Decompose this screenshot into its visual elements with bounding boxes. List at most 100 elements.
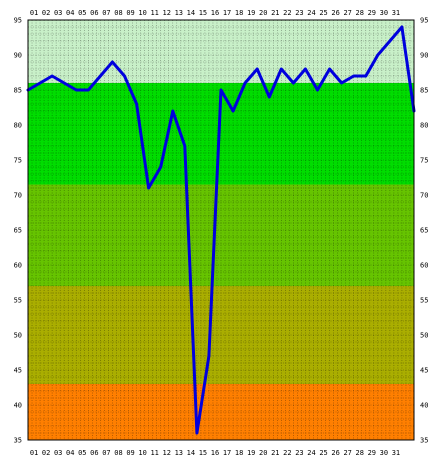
data-point (207, 354, 211, 358)
y-tick-label: 80 (14, 122, 22, 130)
x-tick-label: 27 (343, 449, 351, 457)
data-point (340, 81, 343, 85)
x-tick-label: 11 (150, 449, 158, 457)
y-tick-label: 35 (14, 437, 22, 445)
y-tick-label: 75 (420, 157, 428, 165)
y-tick-label: 70 (420, 192, 428, 200)
data-point (388, 39, 392, 43)
y-tick-label: 75 (14, 157, 22, 165)
x-tick-label: 12 (163, 449, 171, 457)
x-tick-label: 04 (66, 449, 74, 457)
x-tick-label: 05 (78, 9, 86, 17)
x-tick-label: 24 (307, 9, 315, 17)
data-point (62, 81, 66, 85)
band-4 (28, 384, 414, 440)
y-tick-label: 90 (14, 52, 22, 60)
data-point (292, 81, 295, 85)
data-point (159, 165, 162, 169)
x-tick-label: 09 (126, 9, 134, 17)
data-point (304, 67, 307, 71)
data-point (123, 74, 126, 78)
y-tick-label: 40 (420, 402, 428, 410)
x-tick-label: 17 (223, 449, 231, 457)
color-bands (28, 20, 414, 440)
x-tick-label: 11 (150, 9, 158, 17)
x-tick-label: 15 (199, 449, 207, 457)
x-tick-label: 03 (54, 9, 62, 17)
x-tick-label: 08 (114, 449, 122, 457)
x-tick-label: 12 (163, 9, 171, 17)
data-point (38, 81, 42, 85)
x-tick-label: 25 (319, 449, 327, 457)
x-tick-label: 07 (102, 9, 110, 17)
x-tick-label: 30 (380, 449, 388, 457)
y-tick-label: 50 (420, 332, 428, 340)
y-tick-label: 95 (14, 17, 22, 25)
data-point (280, 67, 283, 71)
y-tick-label: 55 (420, 297, 428, 305)
data-point (147, 186, 150, 190)
y-tick-label: 85 (14, 87, 22, 95)
x-tick-label: 07 (102, 449, 110, 457)
x-tick-label: 23 (295, 9, 303, 17)
x-tick-label: 02 (42, 9, 50, 17)
x-tick-label: 26 (331, 449, 339, 457)
x-tick-label: 13 (175, 9, 183, 17)
x-tick-label: 24 (307, 449, 315, 457)
y-tick-label: 65 (14, 227, 22, 235)
x-tick-label: 04 (66, 9, 74, 17)
y-tick-label: 60 (14, 262, 22, 270)
x-tick-label: 22 (283, 449, 291, 457)
y-tick-label: 40 (14, 402, 22, 410)
data-point (219, 88, 223, 92)
band-0 (28, 20, 414, 83)
x-tick-label: 03 (54, 449, 62, 457)
y-tick-label: 55 (14, 297, 22, 305)
x-tick-label: 30 (380, 9, 388, 17)
data-point (328, 67, 331, 71)
band-3 (28, 286, 414, 384)
band-2 (28, 184, 414, 286)
x-tick-label: 19 (247, 449, 255, 457)
y-tick-label: 60 (420, 262, 428, 270)
y-tick-label: 50 (14, 332, 22, 340)
x-tick-label: 08 (114, 9, 122, 17)
x-tick-label: 31 (392, 449, 400, 457)
x-tick-label: 06 (90, 449, 98, 457)
x-axis-bottom: 01 02 03 04 05 06 07 08 09 10 11 12 13 14 15 16 17 18 19 20… (30, 449, 400, 457)
data-point (255, 67, 259, 71)
data-point (99, 74, 102, 78)
x-tick-label: 16 (211, 449, 219, 457)
x-tick-label: 28 (356, 449, 364, 457)
data-point (135, 102, 138, 106)
x-tick-label: 20 (259, 449, 267, 457)
data-point (376, 53, 380, 57)
data-point (75, 88, 78, 92)
y-tick-label: 45 (420, 367, 428, 375)
x-tick-label: 19 (247, 9, 255, 17)
y-tick-label: 45 (14, 367, 22, 375)
x-tick-label: 26 (331, 9, 339, 17)
data-point (183, 144, 187, 148)
data-point (316, 88, 319, 92)
x-tick-label: 15 (199, 9, 207, 17)
x-tick-label: 18 (235, 9, 243, 17)
x-tick-label: 31 (392, 9, 400, 17)
x-tick-label: 21 (271, 9, 279, 17)
plot-border (27, 19, 415, 441)
x-tick-label: 17 (223, 9, 231, 17)
data-point (231, 109, 235, 113)
data-point (364, 74, 367, 78)
x-tick-label: 20 (259, 9, 267, 17)
x-tick-label: 22 (283, 9, 291, 17)
x-tick-label: 29 (368, 9, 376, 17)
data-point (352, 74, 355, 78)
x-tick-label: 16 (211, 9, 219, 17)
data-point (111, 60, 114, 64)
x-tick-label: 28 (356, 9, 364, 17)
x-tick-label: 14 (187, 449, 195, 457)
x-tick-label: 14 (187, 9, 195, 17)
data-point (171, 109, 174, 113)
data-point (243, 81, 247, 85)
x-tick-label: 09 (126, 449, 134, 457)
